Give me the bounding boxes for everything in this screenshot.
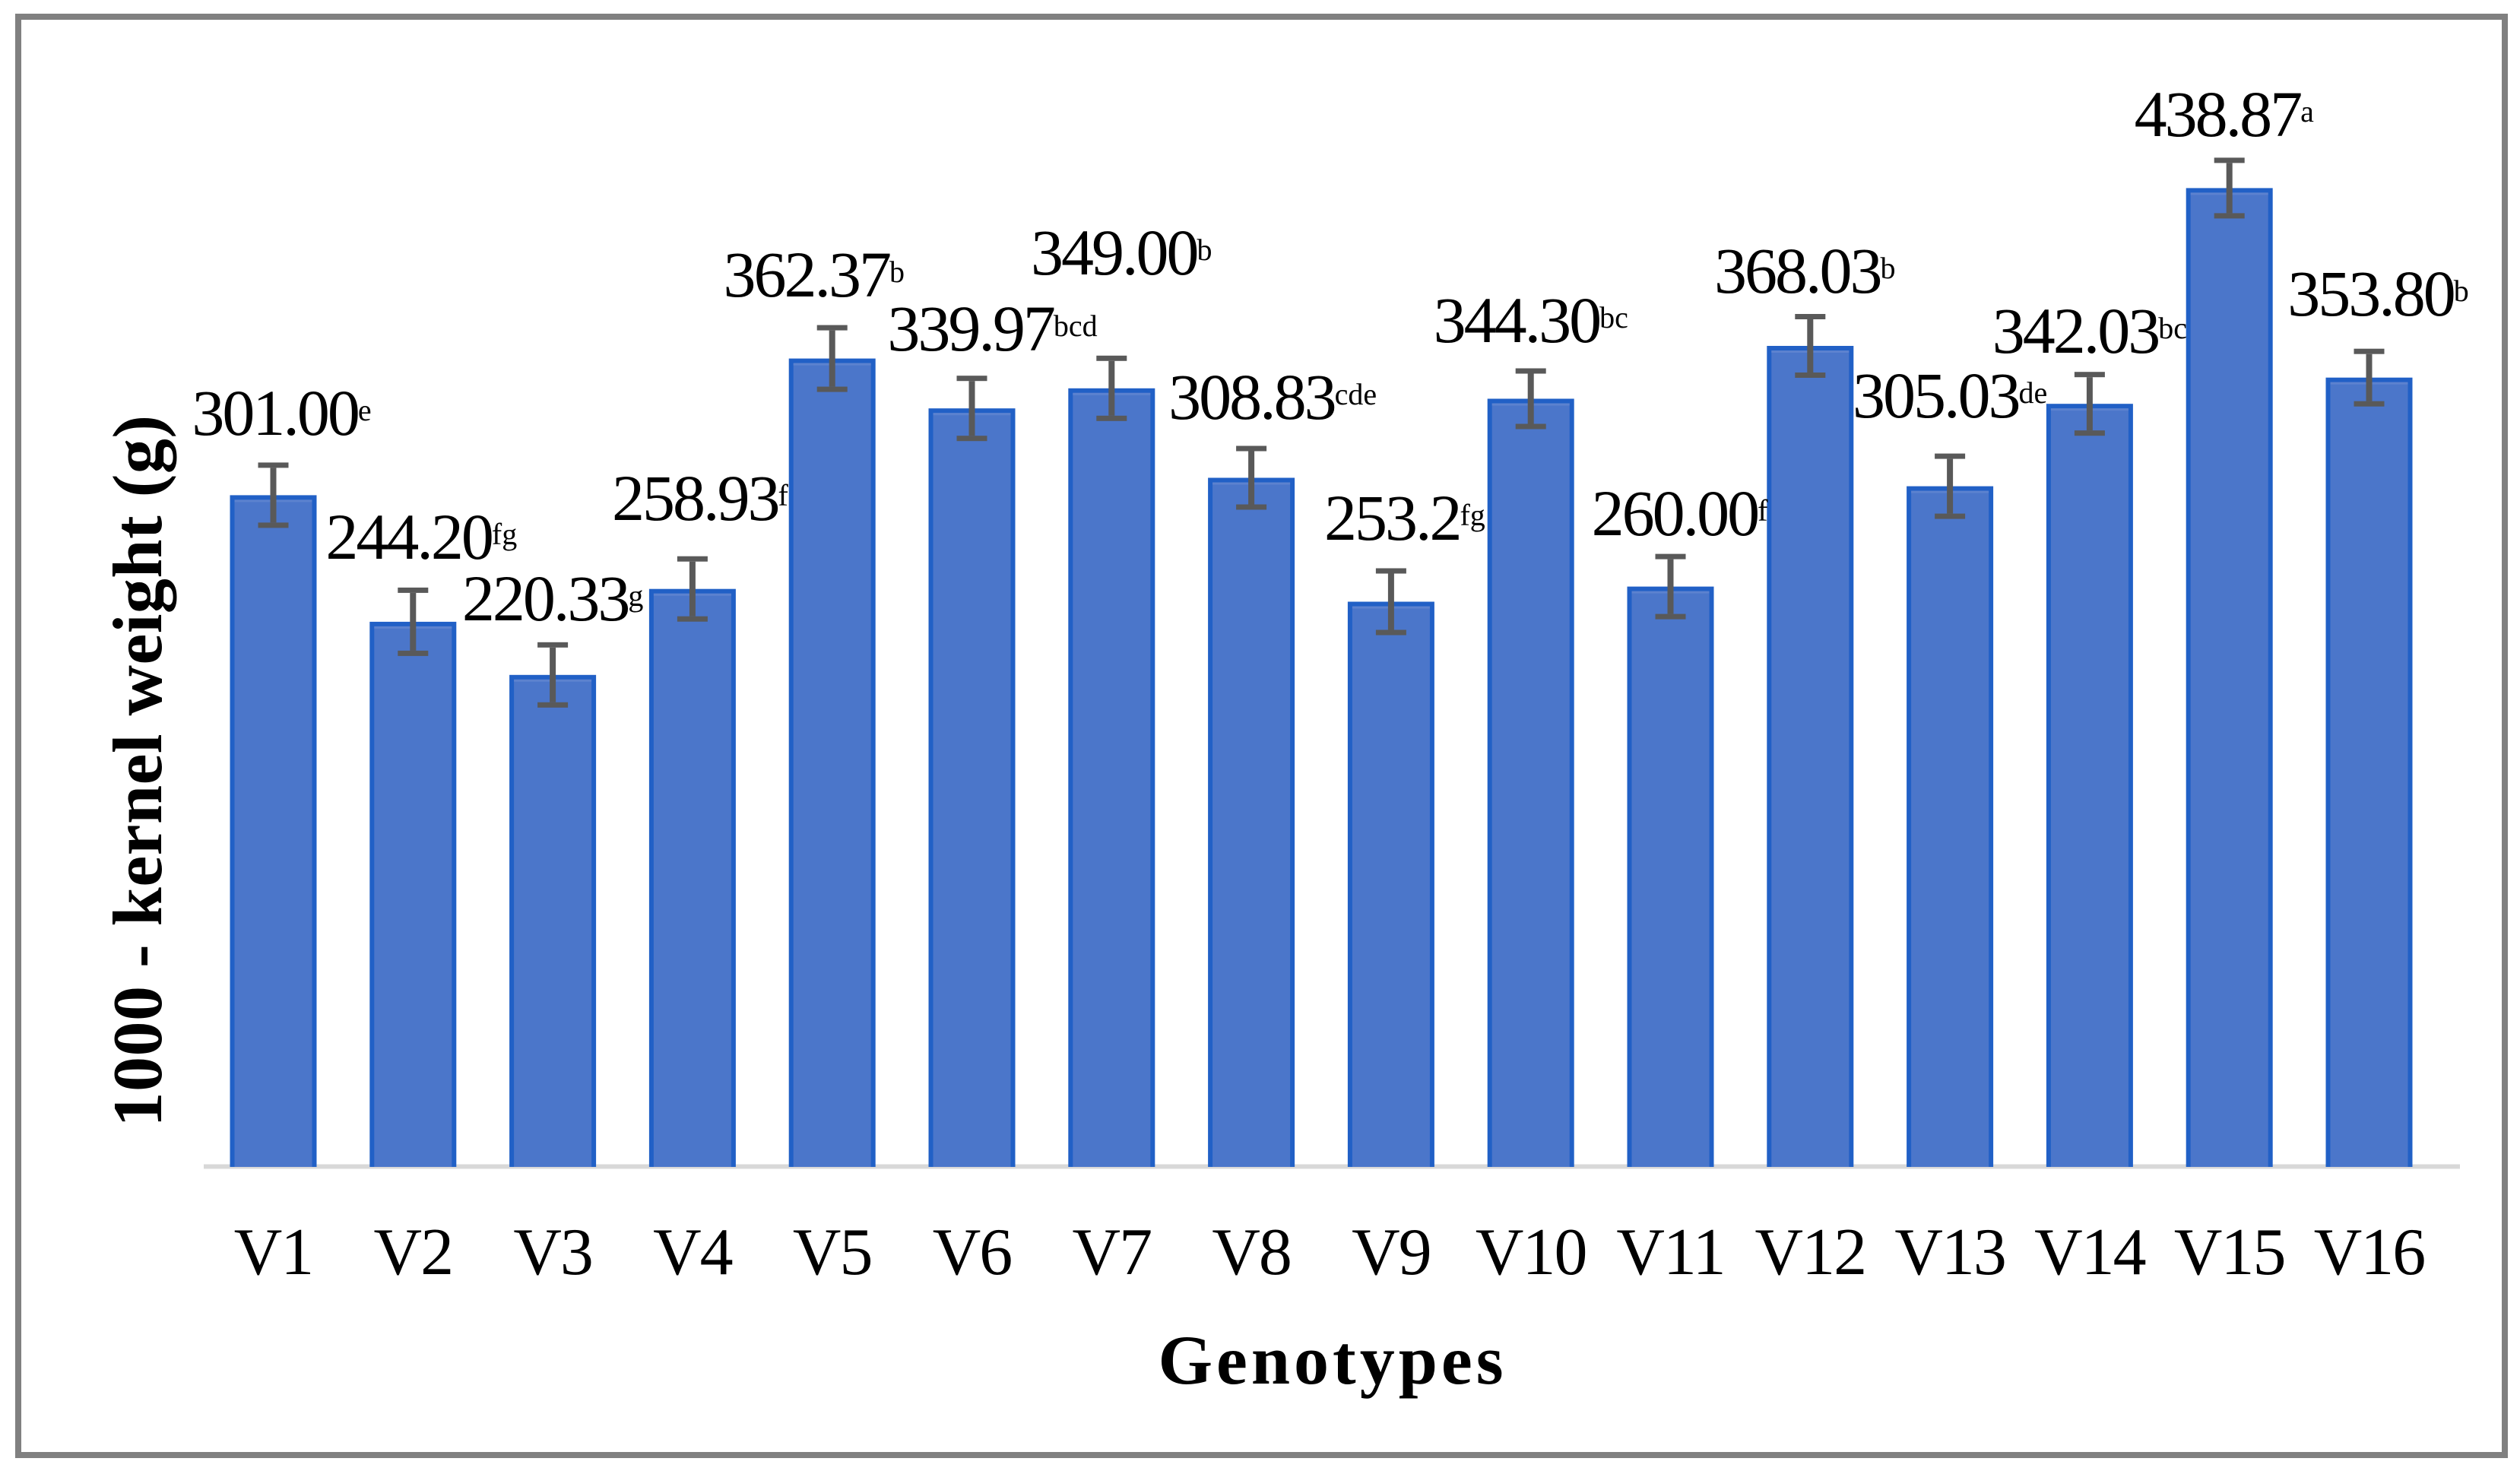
svg-text:V14: V14 [2034, 1216, 2146, 1289]
svg-text:V12: V12 [1755, 1216, 1866, 1289]
svg-text:V3: V3 [513, 1216, 592, 1289]
svg-text:342.03bc: 342.03bc [1992, 294, 2187, 367]
svg-text:438.87a: 438.87a [2135, 78, 2315, 151]
svg-text:V10: V10 [1476, 1216, 1586, 1289]
svg-text:V9: V9 [1352, 1216, 1431, 1289]
svg-text:V7: V7 [1073, 1216, 1152, 1289]
svg-text:362.37b: 362.37b [723, 238, 905, 311]
svg-text:1000 - kernel weight (g): 1000 - kernel weight (g) [99, 415, 176, 1127]
svg-text:349.00b: 349.00b [1031, 216, 1212, 289]
svg-text:V11: V11 [1616, 1216, 1724, 1289]
svg-text:305.03de: 305.03de [1853, 359, 2047, 432]
svg-text:260.00f: 260.00f [1592, 477, 1769, 550]
svg-text:V4: V4 [653, 1216, 733, 1289]
svg-text:353.80b: 353.80b [2287, 257, 2469, 330]
svg-text:344.30bc: 344.30bc [1434, 284, 1628, 357]
svg-text:220.33g: 220.33g [462, 562, 644, 635]
svg-text:V13: V13 [1894, 1216, 2005, 1289]
svg-text:V5: V5 [793, 1216, 872, 1289]
svg-text:V15: V15 [2174, 1216, 2285, 1289]
svg-text:V16: V16 [2314, 1216, 2425, 1289]
svg-text:V1: V1 [234, 1216, 313, 1289]
svg-text:V6: V6 [933, 1216, 1012, 1289]
svg-text:301.00e: 301.00e [192, 376, 371, 449]
svg-text:253.2fg: 253.2fg [1324, 481, 1485, 554]
svg-text:V8: V8 [1212, 1216, 1291, 1289]
svg-text:258.93f: 258.93f [612, 461, 789, 534]
svg-text:368.03b: 368.03b [1714, 234, 1896, 307]
svg-text:Genotypes: Genotypes [1159, 1321, 1507, 1399]
svg-text:244.20fg: 244.20fg [325, 500, 517, 573]
svg-text:V2: V2 [374, 1216, 453, 1289]
